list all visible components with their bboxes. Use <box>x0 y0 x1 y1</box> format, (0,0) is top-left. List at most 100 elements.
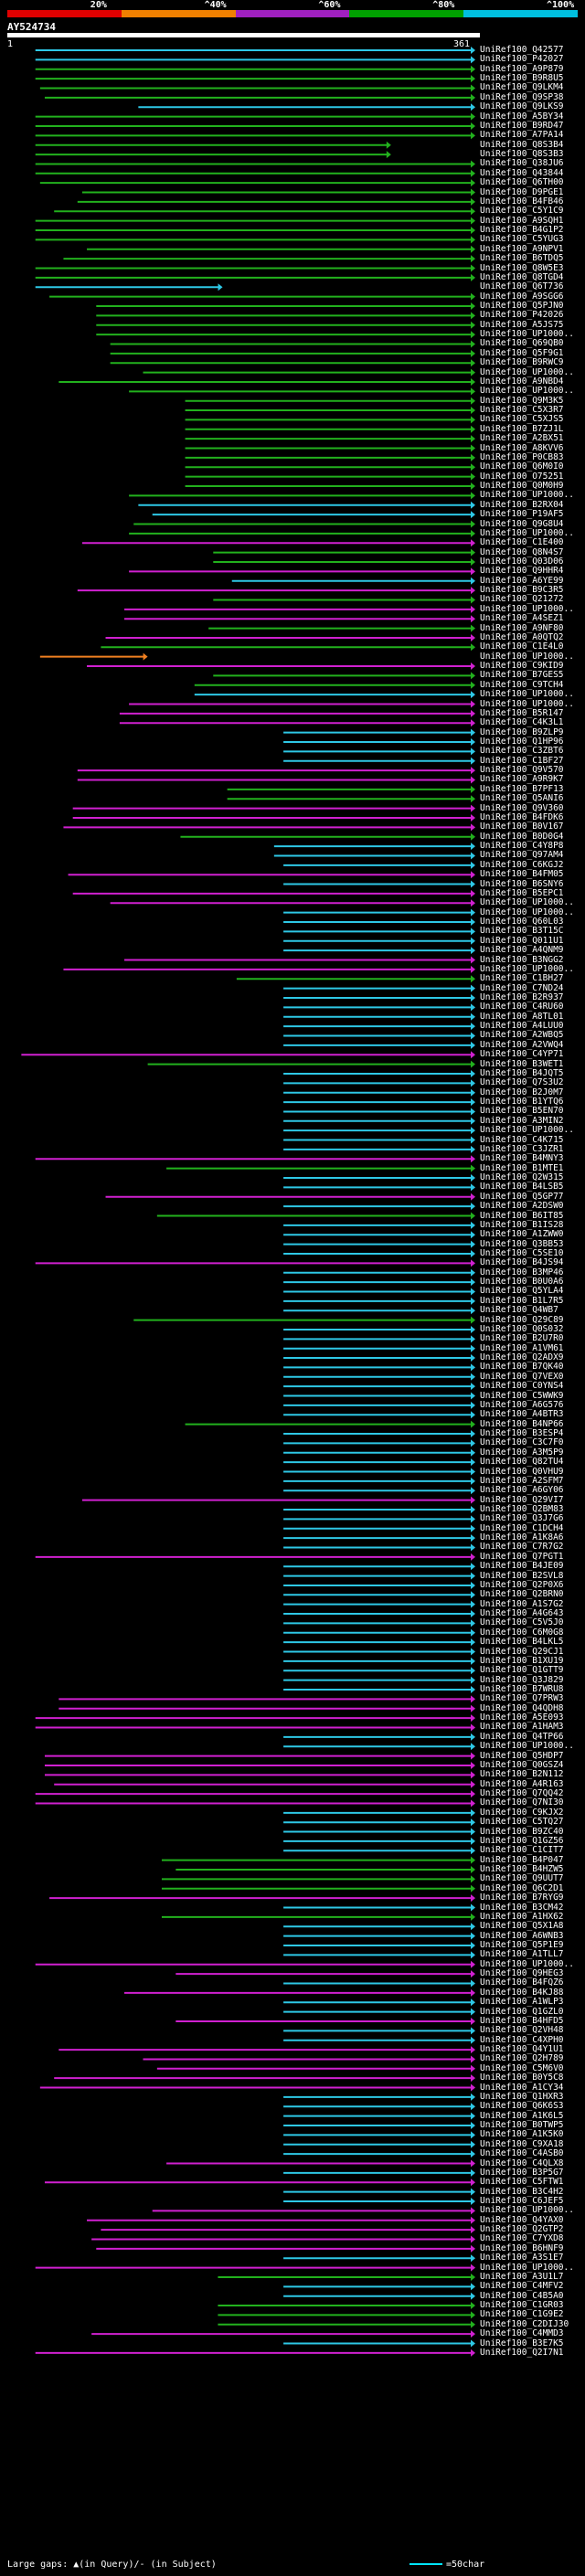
hit-label[interactable]: UniRef100_B0Y5C8 <box>480 2072 564 2083</box>
hit-label[interactable]: UniRef100_B3CM42 <box>480 1902 564 1913</box>
hit-label[interactable]: UniRef100_A2SFM7 <box>480 1475 564 1486</box>
hit-label[interactable]: UniRef100_C1DCH4 <box>480 1522 564 1533</box>
hit-label[interactable]: UniRef100_P42026 <box>480 310 564 321</box>
hit-label[interactable]: UniRef100_UP1000.. <box>480 366 574 377</box>
hit-label[interactable]: UniRef100_B4HZW5 <box>480 1864 564 1875</box>
hit-label[interactable]: UniRef100_C5FTW1 <box>480 2177 564 2188</box>
hit-label[interactable]: UniRef100_Q97AM4 <box>480 850 564 861</box>
hit-label[interactable]: UniRef100_B3T15C <box>480 926 564 937</box>
hit-label[interactable]: UniRef100_O75251 <box>480 471 564 482</box>
hit-label[interactable]: UniRef100_B4LSB5 <box>480 1182 564 1193</box>
hit-label[interactable]: UniRef100_B7WRU8 <box>480 1684 564 1694</box>
hit-label[interactable]: UniRef100_B4JS94 <box>480 1257 564 1268</box>
hit-label[interactable]: UniRef100_Q43844 <box>480 167 564 178</box>
hit-label[interactable]: UniRef100_B5EPC1 <box>480 887 564 898</box>
hit-label[interactable]: UniRef100_Q9M3K5 <box>480 395 564 406</box>
hit-label[interactable]: UniRef100_Q9UUT7 <box>480 1873 564 1884</box>
hit-label[interactable]: UniRef100_UP1000.. <box>480 897 574 908</box>
hit-label[interactable]: UniRef100_Q8TGD4 <box>480 271 564 282</box>
hit-label[interactable]: UniRef100_Q3J7G6 <box>480 1513 564 1524</box>
hit-label[interactable]: UniRef100_A1HX62 <box>480 1911 564 1922</box>
hit-label[interactable]: UniRef100_B1L7R5 <box>480 1295 564 1306</box>
hit-label[interactable]: UniRef100_A9SGG6 <box>480 291 564 302</box>
hit-label[interactable]: UniRef100_A9NF80 <box>480 622 564 633</box>
hit-label[interactable]: UniRef100_A1CY34 <box>480 2082 564 2093</box>
hit-label[interactable]: UniRef100_B2U7R0 <box>480 1333 564 1344</box>
hit-label[interactable]: UniRef100_B2R937 <box>480 992 564 1002</box>
hit-label[interactable]: UniRef100_C3ZBT6 <box>480 746 564 757</box>
hit-label[interactable]: UniRef100_B1IS28 <box>480 1219 564 1230</box>
hit-label[interactable]: UniRef100_Q3BB53 <box>480 1238 564 1249</box>
hit-label[interactable]: UniRef100_C3JZR1 <box>480 1143 564 1154</box>
hit-label[interactable]: UniRef100_C5Y1C9 <box>480 206 564 217</box>
hit-label[interactable]: UniRef100_Q4TP66 <box>480 1731 564 1742</box>
hit-label[interactable]: UniRef100_A8KVV6 <box>480 442 564 453</box>
hit-label[interactable]: UniRef100_P42027 <box>480 54 564 65</box>
hit-label[interactable]: UniRef100_B3ESP4 <box>480 1428 564 1439</box>
hit-label[interactable]: UniRef100_Q2I7N1 <box>480 2347 564 2358</box>
hit-label[interactable]: UniRef100_C4ASB0 <box>480 2148 564 2159</box>
hit-label[interactable]: UniRef100_C2DIJ30 <box>480 2318 569 2329</box>
hit-label[interactable]: UniRef100_A7PA14 <box>480 130 564 141</box>
hit-label[interactable]: UniRef100_A6YE99 <box>480 575 564 586</box>
hit-label[interactable]: UniRef100_Q9HEG3 <box>480 1968 564 1979</box>
hit-label[interactable]: UniRef100_A5JS75 <box>480 319 564 330</box>
hit-label[interactable]: UniRef100_C9KJX2 <box>480 1807 564 1818</box>
hit-label[interactable]: UniRef100_C4Y8P8 <box>480 841 564 852</box>
hit-label[interactable]: UniRef100_C5M6V0 <box>480 2062 564 2073</box>
hit-label[interactable]: UniRef100_A4LUU0 <box>480 1021 564 1032</box>
hit-label[interactable]: UniRef100_B3P5G7 <box>480 2167 564 2178</box>
hit-label[interactable]: UniRef100_Q1GZL0 <box>480 2006 564 2017</box>
hit-label[interactable]: UniRef100_UP1000.. <box>480 329 574 340</box>
hit-label[interactable]: UniRef100_B4KJ88 <box>480 1987 564 1998</box>
hit-label[interactable]: UniRef100_B9RD47 <box>480 120 564 131</box>
hit-label[interactable]: UniRef100_C5YUG3 <box>480 234 564 245</box>
hit-label[interactable]: UniRef100_A9P879 <box>480 63 564 74</box>
hit-label[interactable]: UniRef100_B2RX04 <box>480 499 564 510</box>
hit-label[interactable]: UniRef100_UP1000.. <box>480 1958 574 1969</box>
hit-label[interactable]: UniRef100_Q60L03 <box>480 917 564 928</box>
hit-label[interactable]: UniRef100_A1S7G2 <box>480 1598 564 1609</box>
hit-label[interactable]: UniRef100_C5WWK9 <box>480 1390 564 1401</box>
hit-label[interactable]: UniRef100_A4QNM9 <box>480 945 564 956</box>
hit-label[interactable]: UniRef100_UP1000.. <box>480 689 574 700</box>
hit-label[interactable]: UniRef100_Q4YAX0 <box>480 2214 564 2225</box>
hit-label[interactable]: UniRef100_Q2W315 <box>480 1172 564 1183</box>
hit-label[interactable]: UniRef100_A2VWQ4 <box>480 1039 564 1050</box>
hit-label[interactable]: UniRef100_Q03D06 <box>480 556 564 567</box>
hit-label[interactable]: UniRef100_Q8S3B4 <box>480 139 564 150</box>
hit-label[interactable]: UniRef100_Q5F9G1 <box>480 347 564 358</box>
hit-label[interactable]: UniRef100_Q1HP96 <box>480 737 564 747</box>
hit-label[interactable]: UniRef100_B5R147 <box>480 707 564 718</box>
hit-label[interactable]: UniRef100_Q9SP38 <box>480 91 564 102</box>
hit-label[interactable]: UniRef100_A9NBD4 <box>480 376 564 387</box>
hit-label[interactable]: UniRef100_Q7PRW3 <box>480 1693 564 1704</box>
hit-label[interactable]: UniRef100_Q5ANI6 <box>480 793 564 804</box>
hit-label[interactable]: UniRef100_A6G576 <box>480 1399 564 1410</box>
hit-label[interactable]: UniRef100_UP1000.. <box>480 386 574 397</box>
hit-label[interactable]: UniRef100_UP1000.. <box>480 2262 574 2273</box>
hit-label[interactable]: UniRef100_C9XA18 <box>480 2138 564 2149</box>
hit-label[interactable]: UniRef100_Q7PGT1 <box>480 1551 564 1562</box>
hit-label[interactable]: UniRef100_C5TQ27 <box>480 1817 564 1828</box>
hit-label[interactable]: UniRef100_A2WBQ5 <box>480 1030 564 1041</box>
hit-label[interactable]: UniRef100_C4XPH0 <box>480 2034 564 2045</box>
hit-label[interactable]: UniRef100_C5X3R7 <box>480 405 564 416</box>
hit-label[interactable]: UniRef100_Q5HDP7 <box>480 1750 564 1761</box>
hit-label[interactable]: UniRef100_B9ZLP9 <box>480 726 564 737</box>
hit-label[interactable]: UniRef100_C6M0G8 <box>480 1627 564 1638</box>
hit-label[interactable]: UniRef100_B4G1P2 <box>480 225 564 236</box>
hit-label[interactable]: UniRef100_B3NGG2 <box>480 954 564 965</box>
hit-label[interactable]: UniRef100_C4YP71 <box>480 1049 564 1060</box>
hit-label[interactable]: UniRef100_C5V5J0 <box>480 1617 564 1628</box>
hit-label[interactable]: UniRef100_B4MNY3 <box>480 1153 564 1164</box>
hit-label[interactable]: UniRef100_Q1GTT9 <box>480 1665 564 1676</box>
hit-label[interactable]: UniRef100_B1MTE1 <box>480 1162 564 1173</box>
hit-label[interactable]: UniRef100_B4P047 <box>480 1854 564 1865</box>
hit-label[interactable]: UniRef100_A1K6L5 <box>480 2110 564 2121</box>
hit-label[interactable]: UniRef100_C7ND24 <box>480 982 564 993</box>
hit-label[interactable]: UniRef100_B6TDQ5 <box>480 253 564 264</box>
hit-label[interactable]: UniRef100_Q42577 <box>480 45 564 55</box>
hit-label[interactable]: UniRef100_C5SE10 <box>480 1247 564 1258</box>
hit-label[interactable]: UniRef100_C4K3L1 <box>480 717 564 728</box>
